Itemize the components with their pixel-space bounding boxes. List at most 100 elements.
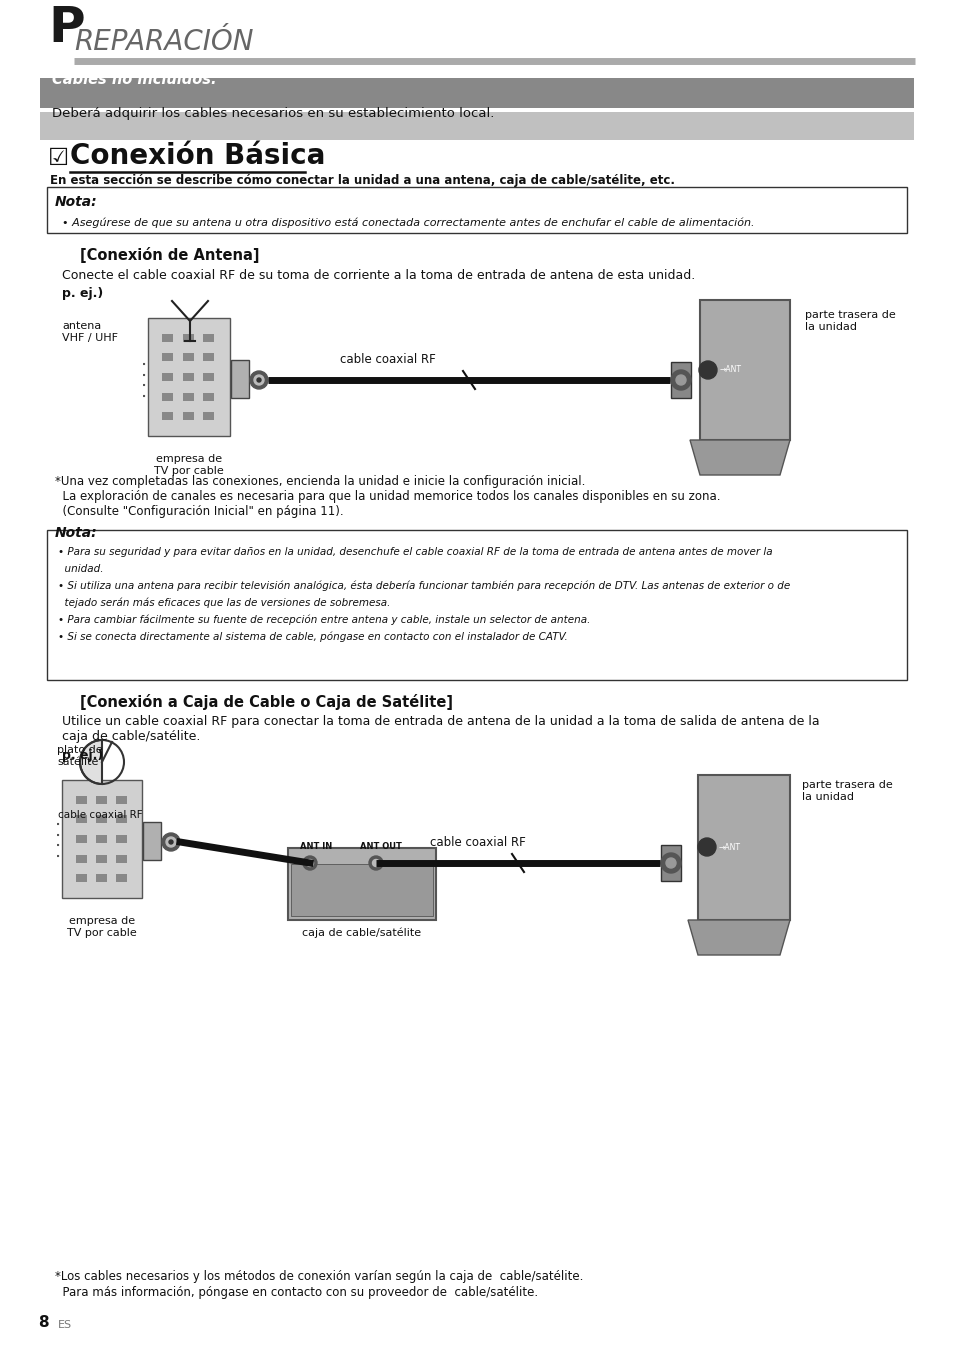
- Bar: [143, 822, 161, 860]
- Bar: [47, 187, 906, 233]
- Text: *Una vez completadas las conexiones, encienda la unidad e inicie la configuració: *Una vez completadas las conexiones, enc…: [55, 474, 585, 488]
- Bar: [291, 864, 433, 917]
- Bar: [76, 795, 87, 803]
- Bar: [96, 834, 107, 842]
- Circle shape: [166, 837, 175, 847]
- Text: Deberá adquirir los cables necesarios en su establecimiento local.: Deberá adquirir los cables necesarios en…: [52, 106, 494, 120]
- Text: →ANT: →ANT: [720, 365, 741, 375]
- Bar: [40, 112, 913, 140]
- Circle shape: [162, 833, 180, 851]
- Text: • Si se conecta directamente al sistema de cable, póngase en contacto con el ins: • Si se conecta directamente al sistema …: [58, 631, 567, 642]
- Bar: [76, 834, 87, 842]
- Text: p. ej.): p. ej.): [62, 287, 103, 301]
- Bar: [670, 363, 690, 398]
- Text: unidad.: unidad.: [58, 563, 103, 574]
- Text: P: P: [48, 4, 85, 53]
- Circle shape: [250, 371, 268, 390]
- Text: • Para cambiar fácilmente su fuente de recepción entre antena y cable, instale u: • Para cambiar fácilmente su fuente de r…: [58, 615, 590, 625]
- Text: [Conexión de Antena]: [Conexión de Antena]: [80, 247, 259, 263]
- Circle shape: [303, 856, 316, 869]
- Bar: [62, 780, 142, 898]
- Bar: [162, 334, 173, 341]
- Bar: [183, 373, 193, 381]
- Text: [Conexión a Caja de Cable o Caja de Satélite]: [Conexión a Caja de Cable o Caja de Saté…: [80, 694, 453, 710]
- Bar: [116, 816, 127, 824]
- Circle shape: [169, 840, 172, 844]
- Text: Conexión Básica: Conexión Básica: [70, 142, 325, 170]
- Bar: [203, 334, 214, 341]
- Bar: [162, 392, 173, 400]
- Bar: [660, 845, 680, 882]
- Bar: [698, 775, 789, 919]
- Bar: [116, 834, 127, 842]
- Circle shape: [676, 375, 685, 386]
- Circle shape: [253, 375, 264, 386]
- Text: ANT OUT: ANT OUT: [359, 842, 401, 851]
- Text: 8: 8: [38, 1316, 49, 1330]
- Text: En esta sección se describe cómo conectar la unidad a una antena, caja de cable/: En esta sección se describe cómo conecta…: [50, 174, 675, 187]
- Circle shape: [369, 856, 382, 869]
- Text: La exploración de canales es necesaria para que la unidad memorice todos los can: La exploración de canales es necesaria p…: [55, 491, 720, 503]
- Bar: [700, 301, 789, 439]
- Bar: [183, 392, 193, 400]
- Text: *Los cables necesarios y los métodos de conexión varían según la caja de  cable/: *Los cables necesarios y los métodos de …: [55, 1270, 583, 1283]
- Bar: [76, 816, 87, 824]
- Bar: [288, 848, 436, 919]
- Circle shape: [665, 857, 676, 868]
- Bar: [203, 392, 214, 400]
- Bar: [162, 353, 173, 361]
- Circle shape: [306, 860, 314, 867]
- Text: plato de
satélite: plato de satélite: [57, 745, 103, 767]
- Bar: [183, 334, 193, 341]
- Text: antena
VHF / UHF: antena VHF / UHF: [62, 321, 118, 344]
- Text: Para más información, póngase en contacto con su proveedor de  cable/satélite.: Para más información, póngase en contact…: [55, 1286, 537, 1299]
- Bar: [96, 855, 107, 863]
- Bar: [47, 530, 906, 679]
- Bar: [116, 875, 127, 883]
- Text: • Asegúrese de que su antena u otra dispositivo está conectada correctamente ant: • Asegúrese de que su antena u otra disp…: [55, 217, 754, 228]
- Text: Nota:: Nota:: [55, 526, 97, 541]
- Text: cable coaxial RF: cable coaxial RF: [430, 836, 525, 849]
- Text: caja de cable/satélite: caja de cable/satélite: [302, 927, 421, 938]
- Bar: [183, 353, 193, 361]
- Wedge shape: [80, 740, 102, 785]
- Circle shape: [660, 853, 680, 874]
- Text: cable coaxial RF: cable coaxial RF: [339, 353, 436, 367]
- Bar: [96, 795, 107, 803]
- Bar: [116, 795, 127, 803]
- Text: REPARACIÓN: REPARACIÓN: [74, 28, 253, 57]
- Bar: [116, 855, 127, 863]
- Text: • Si utiliza una antena para recibir televisión analógica, ésta debería funciona: • Si utiliza una antena para recibir tel…: [58, 581, 789, 590]
- Text: parte trasera de
la unidad: parte trasera de la unidad: [804, 310, 895, 333]
- Text: →ANT: →ANT: [719, 842, 740, 852]
- Bar: [183, 412, 193, 421]
- Bar: [162, 412, 173, 421]
- Text: p. ej.): p. ej.): [62, 749, 103, 762]
- Circle shape: [372, 860, 379, 867]
- Text: • Para su seguridad y para evitar daños en la unidad, desenchufe el cable coaxia: • Para su seguridad y para evitar daños …: [58, 547, 772, 557]
- Circle shape: [698, 838, 716, 856]
- Text: empresa de
TV por cable: empresa de TV por cable: [67, 917, 136, 938]
- Circle shape: [670, 369, 690, 390]
- Text: Nota:: Nota:: [55, 195, 97, 209]
- Text: cable coaxial RF: cable coaxial RF: [57, 810, 142, 820]
- Bar: [40, 78, 913, 108]
- Text: tejado serán más eficaces que las de versiones de sobremesa.: tejado serán más eficaces que las de ver…: [58, 597, 390, 608]
- Text: Cables no incluidos.: Cables no incluidos.: [52, 71, 216, 88]
- Circle shape: [256, 377, 261, 381]
- Text: Utilice un cable coaxial RF para conectar la toma de entrada de antena de la uni: Utilice un cable coaxial RF para conecta…: [62, 714, 819, 728]
- Text: ES: ES: [58, 1320, 72, 1330]
- Text: ☑: ☑: [48, 146, 69, 170]
- Bar: [203, 373, 214, 381]
- Polygon shape: [689, 439, 789, 474]
- Bar: [203, 353, 214, 361]
- Text: empresa de
TV por cable: empresa de TV por cable: [154, 454, 224, 476]
- Bar: [148, 318, 230, 435]
- Circle shape: [699, 361, 717, 379]
- Bar: [96, 816, 107, 824]
- Bar: [96, 875, 107, 883]
- Text: caja de cable/satélite.: caja de cable/satélite.: [62, 731, 200, 743]
- Bar: [76, 855, 87, 863]
- Bar: [76, 875, 87, 883]
- Bar: [162, 373, 173, 381]
